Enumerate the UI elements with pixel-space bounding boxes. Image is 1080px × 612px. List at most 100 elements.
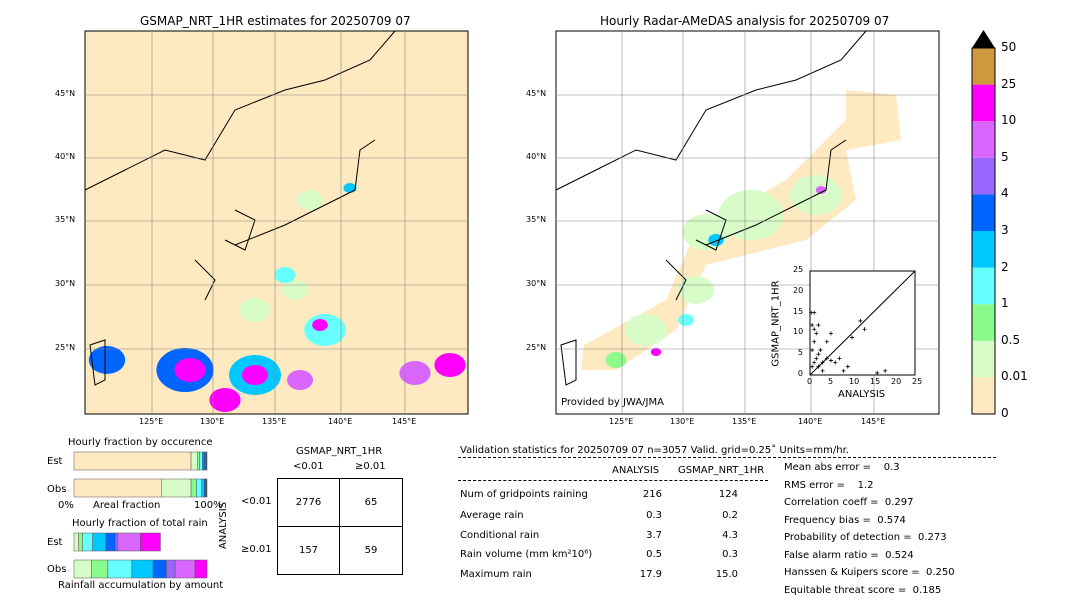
bar-segment <box>92 532 107 552</box>
cell: 157 <box>278 526 340 574</box>
scatter-point <box>812 360 817 365</box>
lon-label: 145°E <box>392 417 417 426</box>
precip-area <box>209 388 241 412</box>
obs-label: Obs <box>47 484 67 495</box>
colorbar-segment <box>972 231 995 268</box>
contingency-table: 2776 65 157 59 <box>277 478 403 575</box>
precip-area <box>718 190 784 240</box>
lat-label: 45°N <box>55 89 76 98</box>
scatter-point <box>814 331 819 336</box>
y-tick: 5 <box>797 348 803 358</box>
bar-segment <box>73 532 79 552</box>
colorbar-segment <box>972 157 995 195</box>
stat-gsmap: 124 <box>718 489 738 500</box>
bar-segment <box>166 559 176 579</box>
stat-analysis: 0.5 <box>646 549 662 560</box>
stat-label: Maximum rain <box>460 569 532 580</box>
scatter-point <box>812 310 817 315</box>
precip-area <box>815 186 827 194</box>
divider <box>458 457 996 458</box>
colorbar-over-arrow <box>972 30 995 48</box>
lon-label: 130°E <box>200 417 225 426</box>
stat-label: Num of gridpoints raining <box>460 489 588 500</box>
scatter-point <box>824 339 829 344</box>
cell: 65 <box>340 479 402 527</box>
bar-segment <box>194 559 208 579</box>
bar-segment <box>73 478 163 498</box>
bar-segment <box>190 478 197 498</box>
colorbar-label: 50 <box>1001 40 1017 54</box>
score-line: Equitable threat score = 0.185 <box>784 584 942 596</box>
precip-area <box>434 353 466 377</box>
precip-area <box>605 352 627 368</box>
bar-segment <box>114 532 119 552</box>
lon-label: 125°E <box>609 417 634 426</box>
scatter-point <box>833 360 838 365</box>
x-tick: 10 <box>849 377 860 386</box>
x-tick: 20 <box>891 377 902 386</box>
scatter-xlabel: ANALYSIS <box>838 389 886 400</box>
scatter-point <box>858 318 863 323</box>
right-map-title: Hourly Radar-AMeDAS analysis for 2025070… <box>600 14 890 28</box>
stat-analysis: 17.9 <box>639 569 662 580</box>
scatter-point <box>837 356 842 361</box>
colorbar-label: 0.01 <box>1001 369 1028 384</box>
colorbar-label: 4 <box>1001 186 1009 201</box>
lon-label: 140°E <box>328 417 353 426</box>
row-title: ANALYSIS <box>218 501 230 550</box>
bar-segment <box>197 451 200 471</box>
y-tick: 15 <box>793 306 804 316</box>
bar-segment <box>161 478 192 498</box>
stat-label: Average rain <box>460 510 524 521</box>
bar-segment <box>73 451 192 471</box>
colorbar-label: 10 <box>1001 113 1017 128</box>
scatter-point <box>810 364 815 369</box>
fraction-bars <box>73 451 208 579</box>
contingency-title: GSMAP_NRT_1HR <box>296 446 383 457</box>
bar-segment <box>152 559 167 579</box>
colorbar-label: 3 <box>1001 223 1009 237</box>
lat-label: 30°N <box>526 279 547 288</box>
scatter-point <box>810 323 815 328</box>
bar-segment <box>107 559 133 579</box>
map-frame <box>84 30 469 415</box>
precip-area <box>677 276 715 304</box>
scatter-point <box>816 352 821 357</box>
colorbar-segment <box>972 267 995 305</box>
bar-segment <box>78 532 83 552</box>
x-right-label: 100% <box>194 500 223 511</box>
scatter-point <box>862 327 867 332</box>
precip-area <box>274 267 296 283</box>
colorbar-frame <box>971 47 996 415</box>
x-tick: 0 <box>807 377 813 386</box>
stat-analysis: 216 <box>642 489 662 500</box>
scatter-point <box>820 360 825 365</box>
row-label-0: <0.01 <box>241 496 272 507</box>
scatter-point <box>816 323 821 328</box>
colorbar-label: 25 <box>1001 76 1017 91</box>
scatter-point <box>810 348 815 353</box>
bar-segment <box>196 478 202 498</box>
bar-segment <box>206 451 208 471</box>
bar-segment <box>174 559 196 579</box>
bar-segment <box>73 559 92 579</box>
colorbar-segment <box>972 340 995 378</box>
y-tick: 25 <box>793 265 804 274</box>
bar-segment <box>201 478 205 498</box>
lat-label: 30°N <box>55 279 76 288</box>
x-tick: 5 <box>828 377 834 386</box>
score-line: Mean abs error = 0.3 <box>784 462 900 473</box>
colorbar-segment <box>972 194 995 231</box>
coastline <box>84 30 396 386</box>
precip-area <box>625 314 667 346</box>
row-label-1: ≥0.01 <box>241 544 272 555</box>
bar-segment <box>131 559 154 579</box>
precip-area <box>343 183 357 193</box>
credit-text: Provided by JWA/JMA <box>561 397 664 408</box>
colorbar-segment <box>972 84 995 122</box>
scatter-point <box>845 364 850 369</box>
precip-area <box>287 370 313 390</box>
scatter-point <box>850 335 854 340</box>
score-line: Probability of detection = 0.273 <box>784 532 947 543</box>
